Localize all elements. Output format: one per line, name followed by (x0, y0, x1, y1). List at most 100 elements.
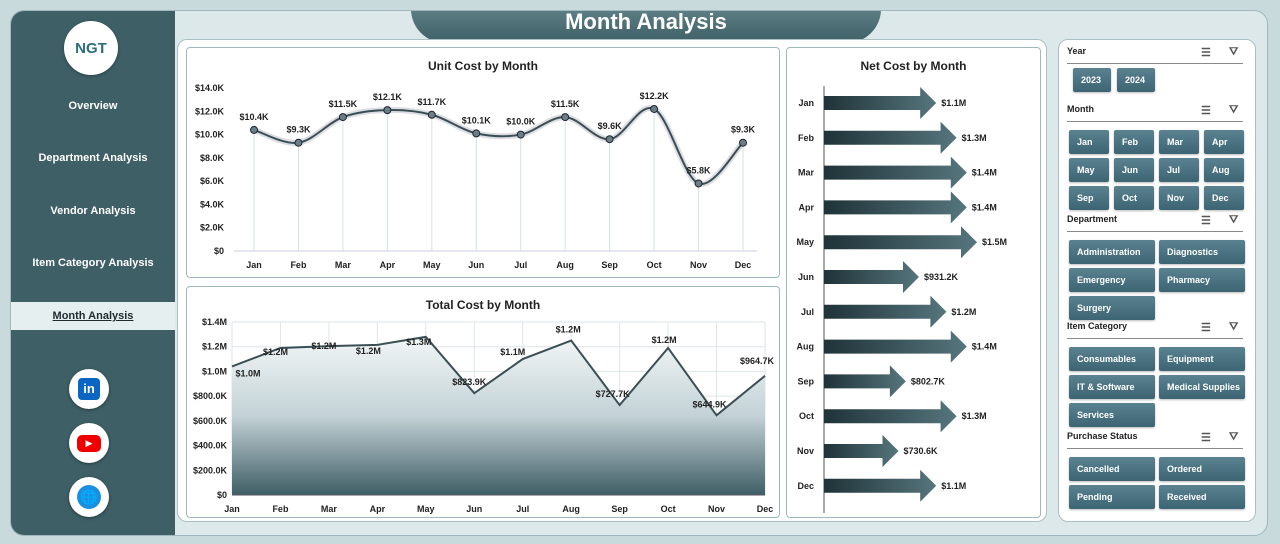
slicer-item[interactable]: Surgery (1069, 296, 1155, 320)
y-tick-label: May (796, 237, 814, 247)
nav-month-analysis[interactable]: Month Analysis (11, 302, 175, 330)
linkedin-icon[interactable]: in (69, 369, 109, 409)
x-tick-label: Oct (647, 260, 662, 270)
data-point (338, 113, 347, 122)
slicer-item[interactable]: IT & Software (1069, 375, 1155, 399)
x-tick-label: May (423, 260, 441, 270)
youtube-icon[interactable]: ▶ (69, 423, 109, 463)
bar (824, 121, 957, 154)
slicer-item[interactable]: Jun (1114, 158, 1154, 182)
unit-cost-chart: Unit Cost by Month $0 $2.0K $4.0K $6.0K $8.0… (186, 47, 780, 278)
slicer-item[interactable]: Jul (1159, 158, 1199, 182)
bar (824, 87, 937, 119)
data-point (427, 110, 436, 119)
chart-title: Net Cost by Month (860, 59, 967, 73)
bar (824, 261, 919, 293)
data-label: $644.9K (693, 399, 728, 409)
slicer-item[interactable]: 2023 (1073, 68, 1111, 92)
multi-select-icon[interactable]: ☰ (1201, 432, 1211, 444)
slicer-item[interactable]: Oct (1114, 186, 1154, 210)
slicer-item[interactable]: Jan (1069, 130, 1109, 154)
data-label: $1.2M (356, 346, 381, 356)
dashboard-frame: NGT Overview Department Analysis Vendor … (10, 10, 1268, 536)
data-label: $10.4K (239, 112, 269, 122)
multi-select-icon[interactable]: ☰ (1201, 322, 1211, 334)
slicer-panel: Year ☰ ⛛ 2023 2024 Month ☰ ⛛ Jan Feb Mar Apr May Jun J… (1058, 39, 1256, 522)
slicer-item[interactable]: Aug (1204, 158, 1244, 182)
nav-department-analysis[interactable]: Department Analysis (38, 152, 148, 164)
data-label: $1.0M (235, 368, 260, 378)
multi-select-icon[interactable]: ☰ (1201, 105, 1211, 117)
clear-filter-icon[interactable]: ⛛ (1229, 214, 1239, 226)
slicer-item[interactable]: Medical Supplies (1159, 375, 1245, 399)
multi-select-icon[interactable]: ☰ (1201, 47, 1211, 59)
y-tick-label: $600.0K (193, 416, 228, 426)
x-tick-label: Jul (514, 260, 527, 270)
clear-filter-icon[interactable]: ⛛ (1229, 104, 1239, 116)
web-icon[interactable]: 🌐 (69, 477, 109, 517)
data-point (739, 138, 747, 147)
multi-select-icon[interactable]: ☰ (1201, 215, 1211, 227)
x-tick-label: Feb (290, 260, 307, 270)
slicer-title: Year (1067, 46, 1087, 56)
data-label: $9.3K (286, 125, 311, 135)
slicer-item[interactable]: Dec (1204, 186, 1244, 210)
slicer-item[interactable]: Apr (1204, 130, 1244, 154)
data-label: $1.3M (962, 133, 987, 143)
slicer-item[interactable]: Cancelled (1069, 457, 1155, 481)
bar (824, 156, 967, 189)
bar (824, 295, 947, 328)
chart-title: Total Cost by Month (425, 298, 541, 312)
data-label: $1.2M (951, 307, 976, 317)
net-cost-svg: Jan $1.1M Feb $1.3M Mar $1.4M Apr $1.4M May $1.5M… (796, 86, 1007, 513)
slicer-item[interactable]: Received (1159, 485, 1245, 509)
data-label: $1.1M (500, 347, 525, 357)
x-tick-label: Aug (556, 260, 574, 270)
bar (824, 400, 957, 433)
data-label: $1.4M (972, 342, 997, 352)
slicer-item[interactable]: Administration (1069, 240, 1155, 264)
data-label: $11.7K (418, 97, 447, 107)
slicer-item[interactable]: Diagnostics (1159, 240, 1245, 264)
y-tick-label: Mar (798, 168, 815, 178)
x-tick-label: Oct (661, 504, 676, 514)
y-tick-label: $6.0K (200, 176, 225, 186)
y-tick-label: $400.0K (193, 441, 228, 451)
y-tick-label: $1.0M (202, 366, 227, 376)
slicer-item[interactable]: Consumables (1069, 347, 1155, 371)
x-tick-label: Jan (246, 260, 262, 270)
data-point (650, 104, 659, 113)
slicer-item[interactable]: Ordered (1159, 457, 1245, 481)
data-label: $1.4M (972, 168, 997, 178)
x-tick-label: Jan (224, 504, 240, 514)
slicer-item[interactable]: Mar (1159, 130, 1199, 154)
slicer-item[interactable]: Pharmacy (1159, 268, 1245, 292)
slicer-title: Purchase Status (1067, 431, 1138, 441)
slicer-item[interactable]: Feb (1114, 130, 1154, 154)
slicer-item[interactable]: May (1069, 158, 1109, 182)
clear-filter-icon[interactable]: ⛛ (1229, 46, 1239, 58)
clear-filter-icon[interactable]: ⛛ (1229, 321, 1239, 333)
data-point (605, 135, 614, 144)
data-label: $10.1K (462, 115, 492, 125)
nav-item-category-analysis[interactable]: Item Category Analysis (32, 257, 154, 269)
nav-overview[interactable]: Overview (68, 100, 118, 112)
slicer-item[interactable]: Nov (1159, 186, 1199, 210)
bar (824, 469, 937, 502)
slicer-item[interactable]: 2024 (1117, 68, 1155, 92)
y-tick-label: Jun (798, 272, 814, 282)
slicer-item[interactable]: Pending (1069, 485, 1155, 509)
slicer-item[interactable]: Emergency (1069, 268, 1155, 292)
nav-vendor-analysis[interactable]: Vendor Analysis (50, 205, 136, 217)
unit-cost-svg: $0 $2.0K $4.0K $6.0K $8.0K $10.0K $12.0K $14.0K… (195, 83, 757, 270)
sidebar: NGT Overview Department Analysis Vendor … (11, 11, 175, 535)
slicer-item[interactable]: Sep (1069, 186, 1109, 210)
y-tick-label: Oct (799, 411, 814, 421)
bar (824, 330, 967, 363)
data-label: $10.0K (506, 117, 536, 127)
slicer-item[interactable]: Equipment (1159, 347, 1245, 371)
clear-filter-icon[interactable]: ⛛ (1229, 431, 1239, 443)
slicer-item[interactable]: Services (1069, 403, 1155, 427)
data-point (294, 138, 303, 147)
y-tick-label: $12.0K (195, 106, 225, 116)
